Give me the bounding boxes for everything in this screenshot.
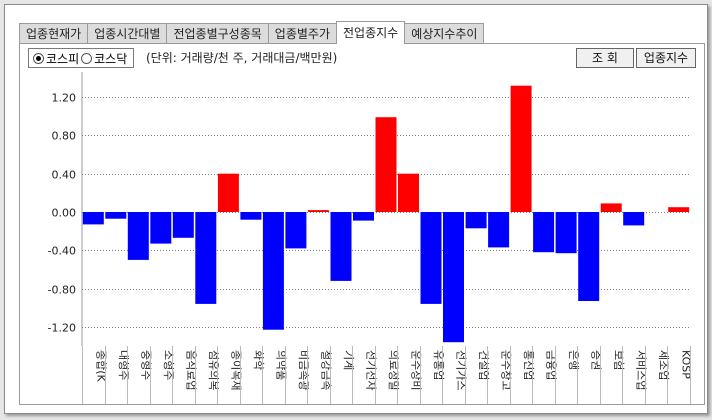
bar xyxy=(172,212,194,238)
x-tick-label: 금융업 xyxy=(545,350,558,380)
bar xyxy=(465,212,487,229)
y-tick-label: 0.40 xyxy=(52,169,77,182)
x-tick-label: 기계 xyxy=(342,350,355,370)
tab-bar: 업종현재가 업종시간대별 전업종별구성종목 업종별주가 전업종지수 예상지수추이 xyxy=(19,21,485,44)
window-frame: 업종현재가 업종시간대별 전업종별구성종목 업종별주가 전업종지수 예상지수추이… xyxy=(4,4,708,414)
bar xyxy=(262,212,284,330)
x-tick-label: 운수장비 xyxy=(410,350,423,390)
x-tick-label: KOSP xyxy=(680,350,693,379)
content-panel: 코스피 코스닥 (단위: 거래량/천 주, 거래대금/백만원) 조 회 업종지수… xyxy=(19,43,705,405)
bar xyxy=(623,212,645,226)
bar xyxy=(150,212,172,244)
x-tick-label: 종합(K xyxy=(94,350,107,383)
x-tick-label: 유통업 xyxy=(432,350,445,380)
bar xyxy=(420,212,442,304)
x-tick-label: 서비스업 xyxy=(635,350,648,390)
x-tick-label: 의약품 xyxy=(274,350,288,380)
x-tick-label: 섬유의복 xyxy=(207,350,220,390)
tab-sector-current-price[interactable]: 업종현재가 xyxy=(19,23,89,44)
x-tick-label: 운수창고 xyxy=(500,350,513,390)
tab-sector-by-time[interactable]: 업종시간대별 xyxy=(87,23,168,44)
market-radio-group: 코스피 코스닥 xyxy=(28,48,135,68)
x-tick-label: 전기가스 xyxy=(455,350,468,390)
radio-selected-icon xyxy=(33,52,44,64)
x-tick-label: 비금속광 xyxy=(297,350,310,390)
bar xyxy=(353,212,374,221)
x-tick-label: 종이목재 xyxy=(229,350,242,390)
bar xyxy=(240,212,262,220)
y-tick-label: 1.20 xyxy=(52,92,77,105)
radio-kospi[interactable]: 코스피 xyxy=(33,50,79,67)
bar xyxy=(578,212,600,301)
radio-kosdaq-label: 코스닥 xyxy=(94,51,128,66)
x-tick-label: 증권 xyxy=(590,350,603,370)
x-tick-label: 의료정밀 xyxy=(387,350,400,390)
bar xyxy=(195,212,217,304)
bar xyxy=(105,212,127,219)
x-tick-label: 대형주 xyxy=(117,350,130,380)
bar xyxy=(555,212,577,254)
x-tick-label: 소형주 xyxy=(162,350,175,380)
tab-expected-index-trend[interactable]: 예상지수추이 xyxy=(404,23,485,44)
x-tick-label: 철강금속 xyxy=(319,350,332,390)
bar xyxy=(127,212,149,260)
x-tick-label: 화학 xyxy=(252,350,265,370)
tab-sector-components[interactable]: 전업종별구성종목 xyxy=(166,23,269,44)
bar xyxy=(533,212,555,253)
x-tick-label: 제조업 xyxy=(657,350,670,380)
bar xyxy=(217,173,239,212)
radio-kospi-label: 코스피 xyxy=(46,51,80,66)
x-tick-label: 은행 xyxy=(567,350,580,370)
bar xyxy=(398,173,419,212)
x-tick-label: 전기전자 xyxy=(364,350,377,390)
bar xyxy=(488,212,510,248)
sector-index-button[interactable]: 업종지수 xyxy=(636,48,696,68)
tab-all-sector-index[interactable]: 전업종지수 xyxy=(335,21,406,44)
x-tick-label: 음식료업 xyxy=(184,350,197,390)
bar xyxy=(443,212,464,343)
bar xyxy=(668,207,690,212)
x-tick-label: 보험 xyxy=(612,350,625,370)
y-tick-label: 0.00 xyxy=(52,207,77,220)
sector-index-bar-chart: 1.20 0.80 0.40 0.00 -0.40 -0.80 -1.20 종합(K 대형주 중형… xyxy=(48,72,693,404)
bar xyxy=(375,117,397,212)
y-tick-label: -0.40 xyxy=(48,245,76,258)
bar xyxy=(82,212,104,225)
y-tick-label: -0.80 xyxy=(48,284,76,297)
x-tick-label: 통신업 xyxy=(522,350,535,380)
bar xyxy=(285,212,307,249)
y-tick-label: 0.80 xyxy=(52,130,77,143)
query-button[interactable]: 조 회 xyxy=(576,48,634,68)
bar xyxy=(600,203,622,212)
radio-unselected-icon xyxy=(81,52,93,64)
toolbar: 코스피 코스닥 (단위: 거래량/천 주, 거래대금/백만원) 조 회 업종지수 xyxy=(28,48,696,68)
y-tick-label: -1.20 xyxy=(48,322,76,335)
unit-note: (단위: 거래량/천 주, 거래대금/백만원) xyxy=(146,51,338,65)
tab-sector-stock-price[interactable]: 업종별주가 xyxy=(267,23,337,44)
bar xyxy=(307,210,329,212)
bar xyxy=(330,212,352,281)
radio-kosdaq[interactable]: 코스닥 xyxy=(81,50,127,67)
bar xyxy=(510,85,532,212)
x-tick-label: 중형주 xyxy=(139,350,152,380)
x-tick-label: 건설업 xyxy=(477,350,490,380)
